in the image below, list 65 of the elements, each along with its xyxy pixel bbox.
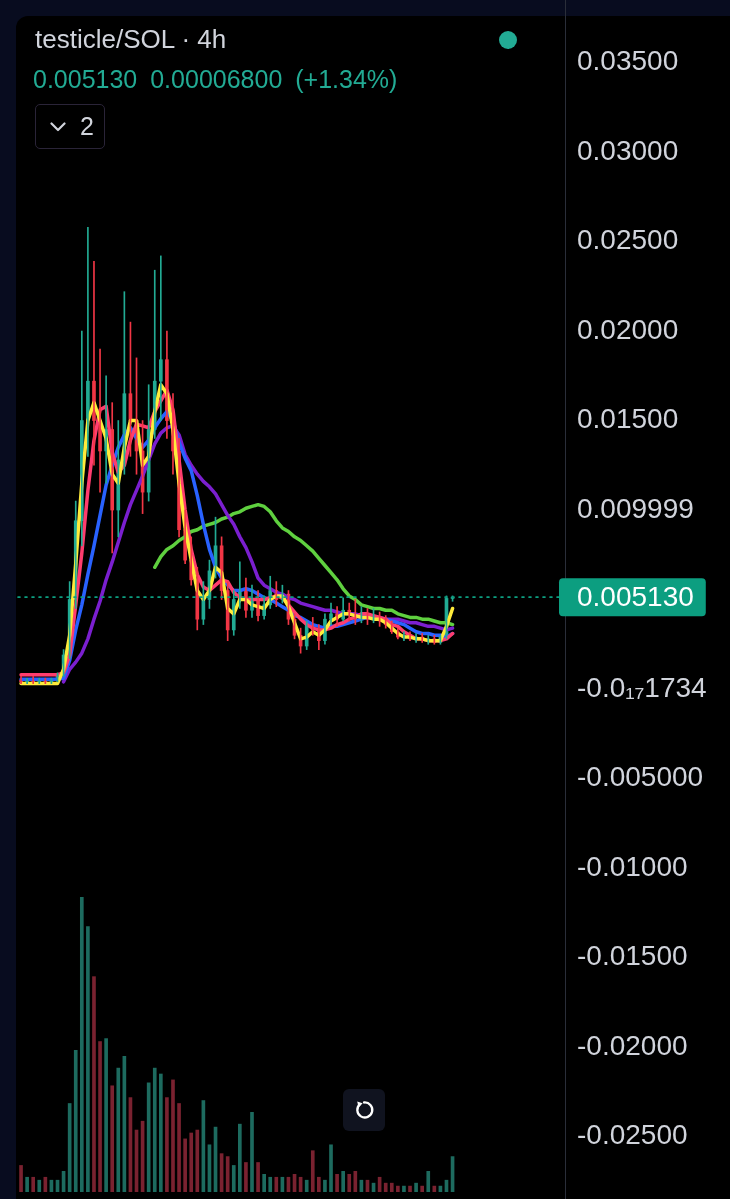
bar	[341, 1171, 345, 1192]
bar	[414, 1182, 418, 1192]
bar	[256, 1162, 260, 1192]
annotation: 2	[80, 112, 94, 141]
text: 0.005130 0.00006800 (+1.34%)	[33, 65, 398, 94]
y-tick-label: -0.01500	[577, 940, 688, 972]
bar	[25, 1176, 29, 1192]
y-tick-label: 0.009999	[577, 492, 694, 524]
bar	[177, 1103, 181, 1192]
bar	[268, 1176, 273, 1192]
ref-line-label: 0.005130	[577, 580, 694, 612]
bar	[31, 1176, 36, 1192]
y-tick-label: -0.02500	[577, 1119, 688, 1151]
text: testicle/SOL · 4h	[35, 24, 227, 55]
bar	[335, 1173, 339, 1192]
y-tick-label: 0.03000	[577, 134, 679, 166]
bar	[79, 897, 84, 1192]
bar	[116, 1067, 121, 1192]
y-tick-label: 0.01500	[577, 403, 679, 435]
bar	[146, 1082, 151, 1192]
bar	[317, 1176, 321, 1192]
bar	[347, 1173, 352, 1192]
bar	[426, 1171, 431, 1192]
bar	[189, 1132, 194, 1192]
bar	[329, 1144, 333, 1192]
bar	[250, 1112, 254, 1192]
bar	[225, 1156, 230, 1192]
bar	[86, 926, 90, 1192]
y-tick-label: -0.02000	[577, 1029, 688, 1061]
bar	[92, 976, 96, 1192]
y-tick-label: -0.0₁₇1734	[577, 671, 707, 703]
bar	[195, 1129, 200, 1192]
bar	[402, 1185, 406, 1192]
y-tick-label: -0.005000	[577, 761, 704, 793]
bar	[171, 1079, 175, 1192]
bar	[37, 1179, 42, 1192]
y-tick-label: 0.02500	[577, 224, 679, 256]
bar	[262, 1173, 266, 1192]
y-tick-label: 0.02000	[577, 313, 679, 345]
bar	[396, 1185, 400, 1192]
y-tick-label: 0.03500	[577, 45, 679, 77]
bar	[231, 1165, 236, 1192]
y-tick-label: -0.01000	[577, 850, 688, 882]
bar	[104, 1038, 108, 1192]
bar	[238, 1123, 242, 1192]
bar	[159, 1073, 163, 1192]
bar	[420, 1185, 424, 1192]
bar	[323, 1179, 327, 1192]
bar	[98, 1041, 102, 1192]
bar	[73, 1050, 78, 1192]
bar	[19, 1165, 23, 1192]
bar	[152, 1067, 157, 1192]
collapse-button: 2	[35, 104, 105, 149]
bar	[383, 1182, 388, 1192]
bar	[408, 1185, 412, 1192]
bar	[389, 1182, 394, 1192]
bar	[310, 1150, 315, 1192]
bar	[183, 1138, 187, 1192]
bar	[110, 1085, 115, 1192]
bar	[304, 1179, 309, 1192]
bar	[432, 1185, 437, 1192]
bar	[274, 1176, 279, 1192]
bar	[244, 1162, 248, 1192]
bar	[353, 1171, 358, 1192]
bar	[165, 1097, 169, 1192]
